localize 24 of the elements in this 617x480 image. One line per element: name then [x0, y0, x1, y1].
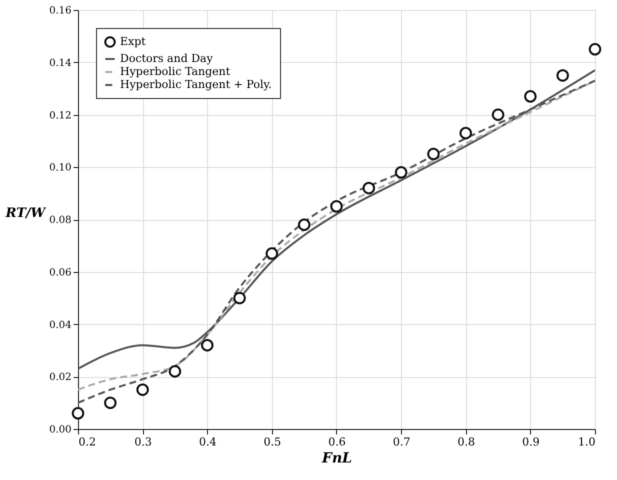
x-tick-label: 0.9 [522, 436, 540, 448]
x-axis-title: FnL [321, 450, 352, 466]
legend-label: Hyperbolic Tangent [120, 65, 231, 78]
y-tick-label: 0.04 [49, 320, 72, 331]
legend-label: Expt [120, 35, 146, 48]
y-tick-label: 0.16 [49, 6, 72, 16]
y-tick-label: 0.10 [49, 162, 72, 174]
y-tick-label: 0.14 [49, 58, 72, 69]
y-tick-label: 0.12 [49, 110, 72, 122]
x-tick-label: 0.2 [78, 436, 96, 448]
legend-label: Hyperbolic Tangent + Poly. [120, 78, 272, 91]
x-tick-label: 1.0 [578, 436, 596, 448]
x-tick-label: 0.3 [134, 436, 152, 448]
x-tick-label: 0.7 [392, 436, 410, 448]
x-tick-label: 0.4 [199, 436, 216, 448]
y-axis-title: RT/W [4, 206, 47, 221]
y-tick-label: 0.08 [49, 215, 72, 226]
x-tick-label: 0.5 [264, 436, 282, 448]
x-tick-label: 0.6 [328, 436, 346, 448]
y-tick-label: 0.06 [49, 267, 72, 278]
y-tick-label: 0.00 [49, 424, 72, 436]
legend-label: Doctors and Day [120, 52, 214, 65]
y-tick-label: 0.02 [49, 372, 72, 384]
x-tick-label: 0.8 [458, 436, 475, 448]
